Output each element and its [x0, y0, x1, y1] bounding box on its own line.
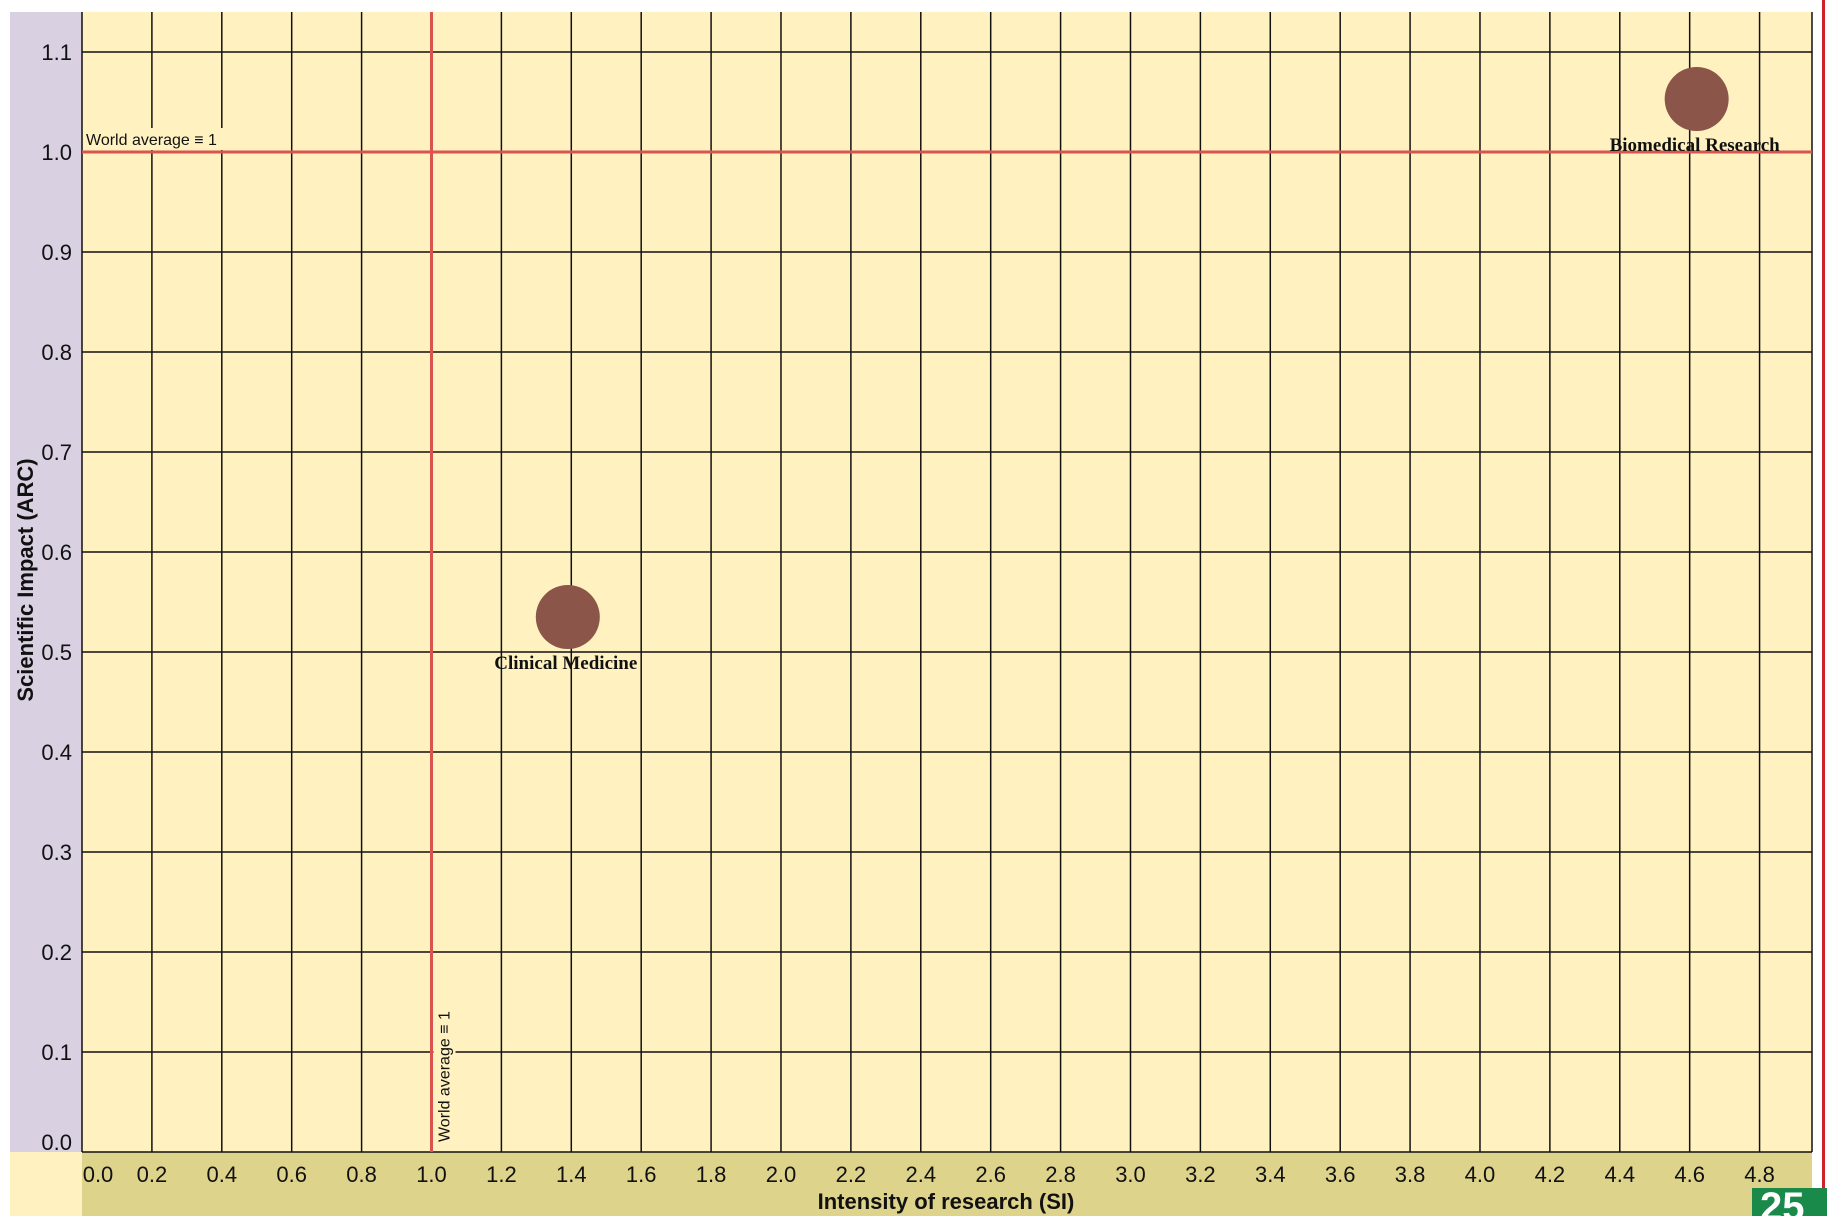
reference-label-bg [84, 128, 232, 150]
y-tick-label: 1.0 [41, 140, 72, 165]
x-tick-label: 0.8 [346, 1162, 377, 1187]
reference-lines-layer: World average ≡ 1 World average ≡ 1 [82, 12, 1812, 1152]
y-tick-label: 0.5 [41, 640, 72, 665]
y-tick-label: 0.9 [41, 240, 72, 265]
x-tick-label: 3.6 [1325, 1162, 1356, 1187]
x-tick-label: 1.4 [556, 1162, 587, 1187]
x-tick-label: 3.0 [1115, 1162, 1146, 1187]
y-tick-label: 0.7 [41, 440, 72, 465]
x-tick-label: 4.6 [1674, 1162, 1705, 1187]
y-tick-label: 0.3 [41, 840, 72, 865]
x-tick-label: 4.4 [1604, 1162, 1635, 1187]
y-axis-strip [10, 12, 82, 1152]
right-border [1822, 0, 1825, 1216]
y-tick-label: 0.8 [41, 340, 72, 365]
x-tick-label: 2.8 [1045, 1162, 1076, 1187]
data-point [1664, 67, 1729, 131]
reference-label-horizontal: World average ≡ 1 [86, 132, 217, 149]
y-tick-label: 0.2 [41, 940, 72, 965]
x-tick-label: 4.2 [1535, 1162, 1566, 1187]
page-number-badge [1752, 1188, 1827, 1216]
data-point-label: Biomedical Research [1610, 135, 1781, 156]
x-tick-label: 4.8 [1744, 1162, 1775, 1187]
reference-label-vertical: World average ≡ 1 [436, 1011, 453, 1142]
x-tick-label: 1.0 [416, 1162, 447, 1187]
y-tick-label: 0.4 [41, 740, 72, 765]
background-layer [10, 0, 1825, 1216]
y-tick-label: 1.1 [41, 40, 72, 65]
x-tick-label: 0.0 [83, 1162, 114, 1187]
corner-strip [10, 1152, 82, 1216]
x-axis-title: Intensity of research (SI) [818, 1189, 1075, 1214]
x-tick-label: 1.2 [486, 1162, 517, 1187]
x-tick-label: 2.6 [975, 1162, 1006, 1187]
plot-area [82, 12, 1812, 1152]
page-number: 25 [1760, 1185, 1805, 1216]
x-tick-label: 1.6 [626, 1162, 657, 1187]
reference-label-bg [433, 1004, 456, 1150]
y-tick-label: 0.6 [41, 540, 72, 565]
x-tick-label: 0.2 [137, 1162, 168, 1187]
data-point [535, 585, 600, 649]
x-tick-label: 1.8 [696, 1162, 727, 1187]
y-tick-label: 0.1 [41, 1040, 72, 1065]
x-tick-label: 3.8 [1395, 1162, 1426, 1187]
x-tick-label: 2.4 [905, 1162, 936, 1187]
data-point-label: Clinical Medicine [494, 653, 637, 674]
x-axis-strip [82, 1152, 1812, 1216]
x-tick-label: 2.0 [766, 1162, 797, 1187]
x-tick-label: 2.2 [836, 1162, 867, 1187]
points-layer: Clinical Medicine Biomedical Research [494, 67, 1780, 674]
x-tick-label: 3.4 [1255, 1162, 1286, 1187]
x-tick-label: 0.6 [276, 1162, 307, 1187]
y-axis-title: Scientific Impact (ARC) [13, 458, 38, 701]
tick-labels-layer: 0.0 0.2 0.4 0.6 0.8 1.0 1.2 1.4 1.6 1.8 2.0 2.2 2.4 2… [41, 40, 1774, 1187]
x-tick-label: 4.0 [1465, 1162, 1496, 1187]
x-tick-label: 3.2 [1185, 1162, 1216, 1187]
x-tick-label: 0.4 [207, 1162, 238, 1187]
y-tick-label: 0.0 [41, 1130, 72, 1155]
